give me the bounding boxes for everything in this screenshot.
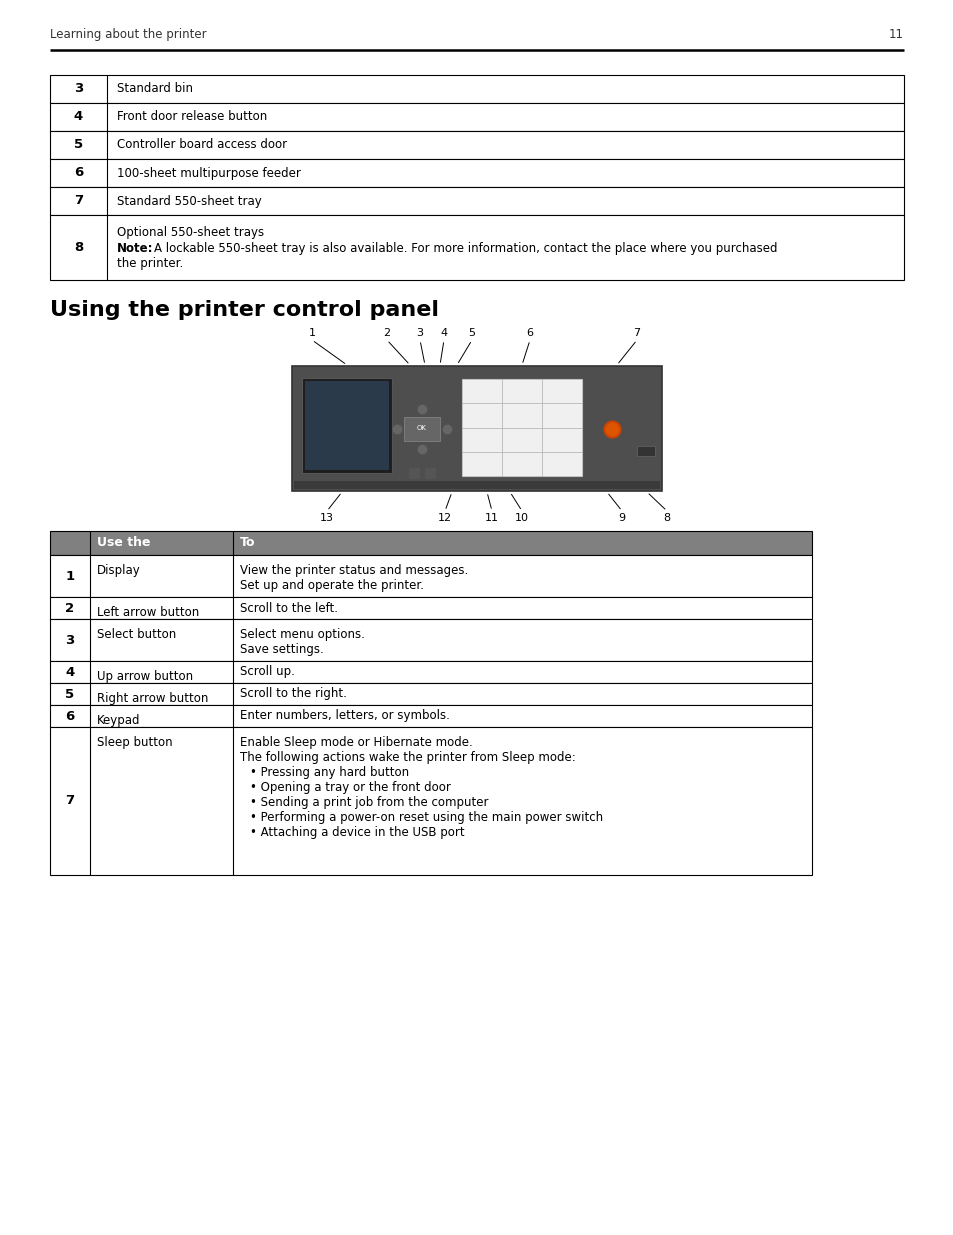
Text: the printer.: the printer.: [117, 257, 183, 270]
Bar: [294, 480, 659, 489]
Bar: [461, 379, 581, 475]
Text: Scroll to the left.: Scroll to the left.: [240, 601, 337, 615]
Text: 11: 11: [484, 513, 498, 522]
Text: Sleep button: Sleep button: [97, 736, 172, 748]
Bar: [50, 661, 811, 683]
Bar: [541, 427, 581, 452]
Text: Left arrow button: Left arrow button: [97, 606, 199, 619]
Text: Save settings.: Save settings.: [240, 643, 323, 656]
Text: 1: 1: [66, 569, 74, 583]
Text: • Opening a tray or the front door: • Opening a tray or the front door: [250, 781, 451, 794]
Bar: [50, 705, 811, 727]
Text: 10: 10: [515, 513, 529, 522]
Text: 6: 6: [66, 709, 74, 722]
Text: 8: 8: [73, 241, 83, 254]
Text: 3: 3: [416, 329, 423, 338]
Text: Select menu options.: Select menu options.: [240, 629, 364, 641]
Text: Using the printer control panel: Using the printer control panel: [50, 300, 438, 320]
Bar: [541, 452, 581, 475]
Text: 7: 7: [74, 194, 83, 207]
Text: 9: 9: [618, 513, 625, 522]
Bar: [50, 215, 903, 280]
Bar: [302, 378, 392, 473]
Bar: [403, 416, 439, 441]
Bar: [461, 404, 501, 427]
Text: Select button: Select button: [97, 629, 176, 641]
Text: • Attaching a device in the USB port: • Attaching a device in the USB port: [250, 826, 464, 839]
Bar: [50, 683, 811, 705]
Text: 2: 2: [383, 329, 390, 338]
Text: Controller board access door: Controller board access door: [117, 138, 287, 152]
Text: 5: 5: [468, 329, 475, 338]
Text: • Pressing any hard button: • Pressing any hard button: [250, 766, 409, 779]
Text: Learning about the printer: Learning about the printer: [50, 28, 207, 41]
Bar: [50, 619, 811, 661]
Bar: [501, 452, 541, 475]
Bar: [501, 427, 541, 452]
Bar: [501, 379, 541, 404]
Bar: [541, 379, 581, 404]
Bar: [541, 404, 581, 427]
Bar: [50, 531, 811, 555]
Text: 100-sheet multipurpose feeder: 100-sheet multipurpose feeder: [117, 167, 300, 179]
Bar: [50, 597, 811, 619]
Text: 6: 6: [526, 329, 533, 338]
Text: Display: Display: [97, 564, 141, 577]
Text: 4: 4: [66, 666, 74, 678]
Text: Scroll to the right.: Scroll to the right.: [240, 688, 347, 700]
Text: 8: 8: [662, 513, 670, 522]
Text: • Performing a power-on reset using the main power switch: • Performing a power-on reset using the …: [250, 811, 602, 824]
Bar: [461, 427, 501, 452]
Text: 12: 12: [437, 513, 452, 522]
Text: OK: OK: [416, 426, 427, 431]
Text: Enter numbers, letters, or symbols.: Enter numbers, letters, or symbols.: [240, 709, 450, 722]
Text: 3: 3: [73, 83, 83, 95]
Text: 13: 13: [319, 513, 334, 522]
Text: Scroll up.: Scroll up.: [240, 666, 294, 678]
Bar: [461, 379, 501, 404]
Text: To: To: [240, 536, 255, 550]
Text: Optional 550-sheet trays: Optional 550-sheet trays: [117, 226, 264, 240]
Text: 5: 5: [66, 688, 74, 700]
Text: Right arrow button: Right arrow button: [97, 692, 208, 705]
Text: Standard 550-sheet tray: Standard 550-sheet tray: [117, 194, 261, 207]
Text: Use the: Use the: [97, 536, 151, 550]
Bar: [501, 404, 541, 427]
Text: Set up and operate the printer.: Set up and operate the printer.: [240, 579, 423, 592]
Bar: [292, 366, 661, 492]
Text: 4: 4: [440, 329, 447, 338]
Text: 1: 1: [308, 329, 315, 338]
Text: 7: 7: [66, 794, 74, 808]
Text: A lockable 550-sheet tray is also available. For more information, contact the p: A lockable 550-sheet tray is also availa…: [153, 242, 777, 254]
Bar: [50, 103, 903, 131]
Bar: [50, 186, 903, 215]
Bar: [305, 382, 389, 471]
Text: 2: 2: [66, 601, 74, 615]
Bar: [50, 131, 903, 159]
Bar: [50, 555, 811, 597]
Text: Front door release button: Front door release button: [117, 110, 267, 124]
Text: Up arrow button: Up arrow button: [97, 671, 193, 683]
Text: • Sending a print job from the computer: • Sending a print job from the computer: [250, 797, 488, 809]
Text: 5: 5: [74, 138, 83, 152]
Text: The following actions wake the printer from Sleep mode:: The following actions wake the printer f…: [240, 751, 576, 764]
Text: 7: 7: [633, 329, 639, 338]
Text: 11: 11: [888, 28, 903, 41]
Text: Keypad: Keypad: [97, 714, 140, 727]
Text: Standard bin: Standard bin: [117, 83, 193, 95]
Text: View the printer status and messages.: View the printer status and messages.: [240, 564, 468, 577]
Text: 3: 3: [66, 634, 74, 646]
Text: 6: 6: [73, 167, 83, 179]
Text: 4: 4: [73, 110, 83, 124]
Text: Note:: Note:: [117, 242, 153, 254]
Text: Enable Sleep mode or Hibernate mode.: Enable Sleep mode or Hibernate mode.: [240, 736, 473, 748]
Bar: [461, 452, 501, 475]
Bar: [50, 159, 903, 186]
Bar: [50, 75, 903, 103]
Bar: [50, 727, 811, 876]
Bar: [637, 446, 655, 456]
